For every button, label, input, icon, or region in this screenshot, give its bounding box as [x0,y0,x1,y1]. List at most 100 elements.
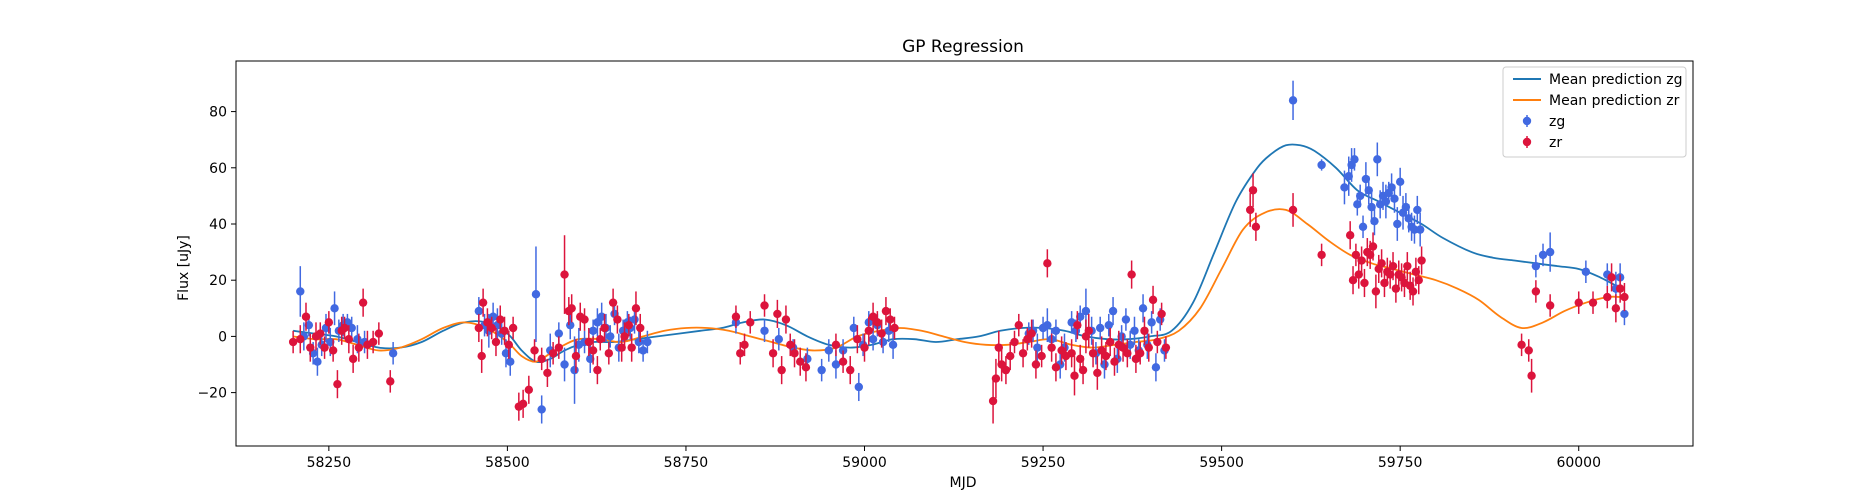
point-zr-68 [790,349,799,358]
series-zr [288,173,1629,424]
point-zr-126 [1245,205,1255,215]
point-zg-23 [506,357,515,366]
point-zr-163 [1588,298,1598,307]
point-zg-55 [831,360,841,369]
point-zg-129 [1581,267,1591,276]
point-zr-56 [631,304,641,313]
point-zr-51 [613,315,622,324]
point-zg-50 [774,335,784,344]
point-zr-6 [320,343,329,352]
point-zr-154 [1411,267,1421,276]
point-zr-153 [1408,287,1418,296]
point-zr-7 [324,318,334,327]
point-zr-13 [348,354,358,364]
point-zr-54 [624,320,634,330]
point-zr-161 [1545,301,1555,310]
point-zr-21 [477,351,486,361]
point-zg-97 [1288,96,1298,105]
y-axis: −20 0 20 40 60 80 [197,105,236,402]
point-zr-55 [627,343,636,352]
point-zr-79 [877,329,886,338]
point-zr-40 [567,304,576,313]
point-zg-127 [1538,250,1548,260]
point-zg-125 [1415,225,1425,234]
point-zr-76 [864,326,873,335]
point-zg-12 [347,323,356,333]
point-zr-147 [1391,284,1401,293]
point-zr-37 [554,343,564,352]
point-zr-156 [1417,256,1426,265]
point-zr-168 [1620,292,1629,302]
point-zr-47 [596,335,605,344]
point-zr-97 [1047,343,1056,352]
x-tick-label-1: 58500 [485,455,530,471]
point-zr-38 [560,270,569,279]
y-tick-label-3: 40 [209,217,227,233]
point-zr-17 [368,337,378,347]
point-zr-142 [1377,259,1386,268]
point-zg-47 [643,337,652,347]
point-zg-93 [1147,318,1156,327]
point-zg-46 [638,346,648,355]
point-zg-124 [1413,205,1422,215]
point-zr-2 [301,312,311,321]
point-zr-69 [796,357,805,366]
point-zr-32 [524,385,534,394]
point-zg-121 [1404,214,1413,223]
legend-box [1502,66,1687,158]
plot-frame [235,60,1694,447]
point-zg-106 [1361,174,1371,184]
point-zg-38 [606,332,615,341]
point-zr-155 [1414,275,1423,285]
point-zr-73 [846,365,855,375]
point-zr-159 [1527,371,1536,380]
point-zr-128 [1251,222,1261,232]
point-zr-101 [1067,349,1076,358]
point-zg-52 [803,354,812,364]
point-zr-27 [500,326,509,335]
point-zr-14 [354,343,364,352]
point-zg-102 [1350,155,1359,164]
x-tick-label-3: 59000 [842,455,887,471]
point-zr-112 [1106,337,1115,347]
y-tick-label-1: 0 [218,329,227,345]
point-zg-115 [1387,183,1396,192]
point-zr-140 [1371,287,1381,296]
point-zr-123 [1153,337,1162,347]
point-zr-134 [1354,270,1363,279]
point-zg-29 [566,320,575,330]
point-zr-151 [1403,261,1412,271]
y-tick-label-4: 60 [209,161,227,177]
point-zg-30 [570,365,579,375]
point-zg-27 [554,329,564,338]
point-zr-117 [1127,270,1136,279]
y-tick-label-2: 20 [209,273,227,289]
point-zg-117 [1393,219,1402,229]
point-zr-89 [1010,337,1019,347]
legend: Mean prediction zg Mean prediction zr zg zr [1502,66,1687,158]
legend-label-zg: zg [1549,114,1565,130]
point-zg-33 [586,354,595,364]
point-zr-59 [736,349,745,358]
point-zr-157 [1517,340,1526,350]
point-zg-63 [878,337,888,347]
point-zg-103 [1353,200,1362,209]
point-zr-49 [604,349,614,358]
point-zr-125 [1161,343,1171,352]
x-tick-label-2: 58750 [664,455,709,471]
legend-label-mean_zr: Mean prediction zr [1549,93,1680,109]
point-zr-105 [1078,365,1088,375]
point-zr-135 [1357,256,1366,265]
point-zg-34 [588,326,598,335]
point-zr-46 [593,365,602,375]
point-zg-24 [531,290,541,299]
y-tick-label-5: 80 [209,105,227,121]
point-zg-13 [353,335,362,344]
point-zg-56 [838,346,848,355]
point-zr-102 [1070,371,1079,380]
point-zg-58 [854,382,863,392]
point-zr-53 [620,332,629,341]
point-zr-139 [1368,242,1378,251]
point-zg-118 [1395,177,1405,187]
